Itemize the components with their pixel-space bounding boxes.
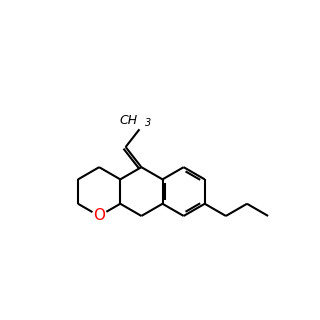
Text: 3: 3 bbox=[145, 118, 151, 128]
Text: CH: CH bbox=[119, 114, 137, 127]
Text: O: O bbox=[93, 208, 105, 223]
